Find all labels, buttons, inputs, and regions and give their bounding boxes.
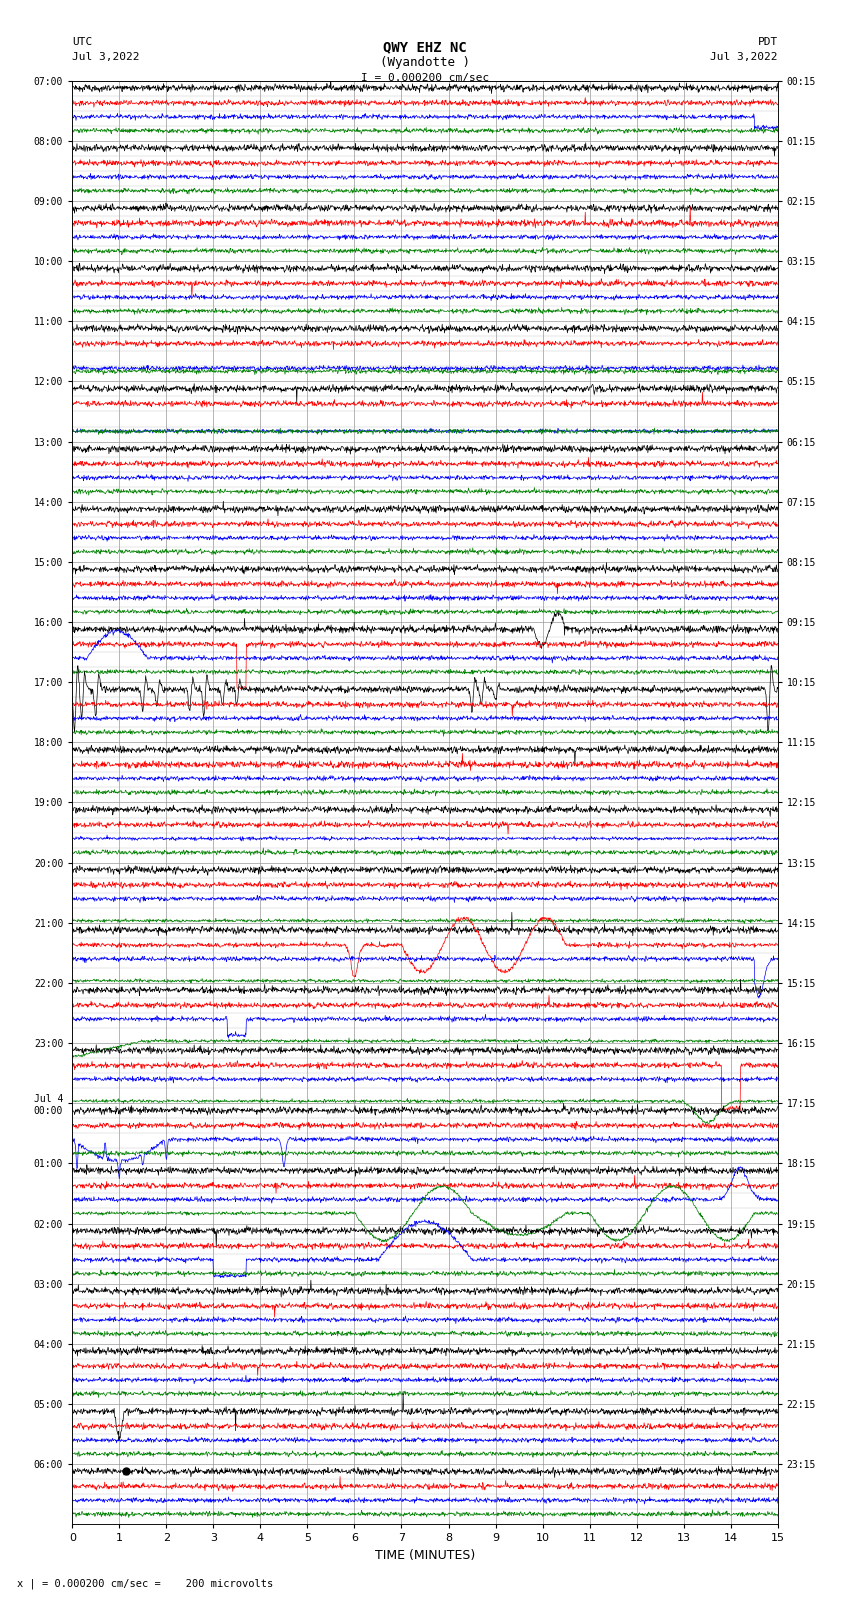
Text: Jul 3,2022: Jul 3,2022 <box>711 52 778 61</box>
X-axis label: TIME (MINUTES): TIME (MINUTES) <box>375 1548 475 1561</box>
Text: (Wyandotte ): (Wyandotte ) <box>380 56 470 69</box>
Text: Jul 3,2022: Jul 3,2022 <box>72 52 139 61</box>
Text: I = 0.000200 cm/sec: I = 0.000200 cm/sec <box>361 73 489 82</box>
Text: UTC: UTC <box>72 37 93 47</box>
Text: PDT: PDT <box>757 37 778 47</box>
Text: QWY EHZ NC: QWY EHZ NC <box>383 40 467 55</box>
Text: x | = 0.000200 cm/sec =    200 microvolts: x | = 0.000200 cm/sec = 200 microvolts <box>17 1578 273 1589</box>
